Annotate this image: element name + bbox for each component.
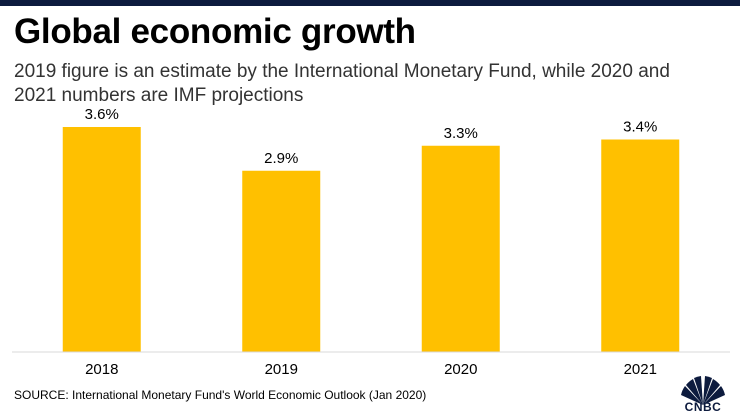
- chart-subtitle: 2019 figure is an estimate by the Intern…: [14, 61, 670, 106]
- x-tick-label-2018: 2018: [85, 361, 118, 378]
- source-note: SOURCE: International Monetary Fund's Wo…: [14, 388, 427, 402]
- x-tick-label-2019: 2019: [265, 361, 298, 378]
- x-tick-label-2021: 2021: [624, 361, 657, 378]
- bar-2020: [421, 145, 500, 352]
- brand-logo-text: CNBC: [684, 400, 722, 414]
- data-label-2020: 3.3%: [444, 125, 478, 142]
- peacock-icon: [681, 376, 725, 405]
- bar-2018: [62, 127, 141, 352]
- data-label-2019: 2.9%: [264, 150, 298, 167]
- chart-title: Global economic growth: [14, 12, 416, 51]
- bar-2021: [601, 139, 680, 352]
- data-label-2018: 3.6%: [85, 106, 119, 123]
- x-tick-label-2020: 2020: [444, 361, 477, 378]
- top-bar: [0, 0, 740, 6]
- bar-2019: [242, 170, 321, 352]
- data-label-2021: 3.4%: [623, 119, 657, 136]
